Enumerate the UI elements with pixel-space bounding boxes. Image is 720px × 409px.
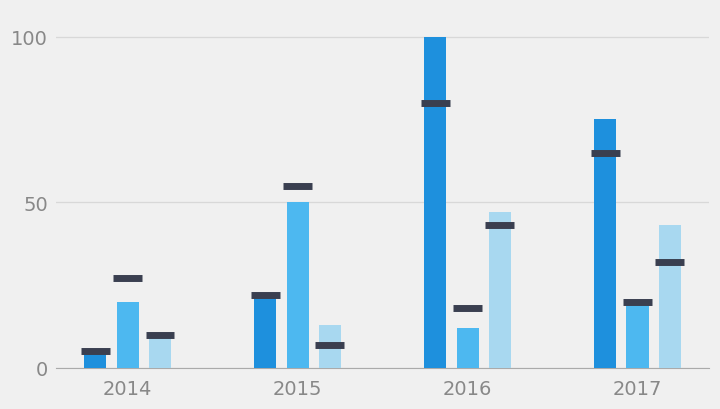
- Bar: [489, 213, 511, 368]
- Bar: [659, 226, 681, 368]
- Bar: [424, 38, 446, 368]
- Bar: [84, 351, 107, 368]
- Bar: [254, 295, 276, 368]
- Bar: [594, 120, 616, 368]
- Bar: [626, 302, 649, 368]
- Bar: [456, 328, 479, 368]
- Bar: [287, 203, 309, 368]
- Bar: [117, 302, 139, 368]
- Bar: [319, 325, 341, 368]
- Bar: [149, 335, 171, 368]
